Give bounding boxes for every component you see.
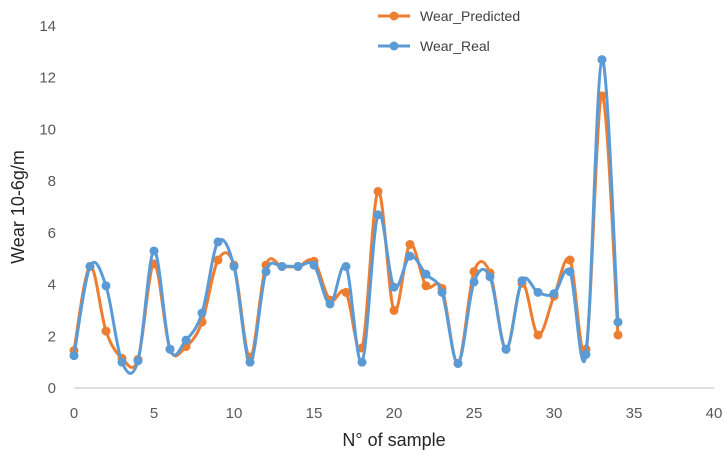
legend-item-predicted: Wear_Predicted <box>378 8 520 24</box>
data-point-wear-real <box>453 358 463 368</box>
y-axis-title: Wear 10-6g/m <box>8 150 28 264</box>
y-tick-label: 4 <box>48 277 56 294</box>
series-line-wear-real <box>72 58 620 375</box>
series-wear-real <box>69 55 623 375</box>
x-axis-title: N° of sample <box>342 430 445 450</box>
data-point-wear-real <box>565 267 575 277</box>
x-tick-label: 35 <box>626 405 643 422</box>
data-point-wear-real <box>197 308 207 318</box>
data-point-wear-real <box>101 281 111 291</box>
legend-marker-real <box>389 41 399 51</box>
data-point-wear-real <box>325 299 335 309</box>
tick-labels: 0 5 10 15 20 25 30 35 40 0 2 4 6 8 10 12 14 <box>39 18 722 422</box>
data-point-wear-real <box>277 261 287 271</box>
data-point-wear-real <box>261 267 271 277</box>
series-line-wear-predicted <box>72 94 620 369</box>
data-point-wear-real <box>597 55 607 65</box>
data-point-wear-predicted <box>389 305 399 315</box>
y-tick-label: 10 <box>39 121 56 138</box>
x-tick-label: 40 <box>706 405 723 422</box>
data-point-wear-predicted <box>533 330 543 340</box>
data-point-wear-real <box>581 349 591 359</box>
series-wear-predicted <box>69 91 623 369</box>
data-point-wear-predicted <box>613 330 623 340</box>
data-point-wear-real <box>229 261 239 271</box>
data-point-wear-real <box>405 251 415 261</box>
x-tick-label: 25 <box>466 405 483 422</box>
data-point-wear-predicted <box>341 287 351 297</box>
data-point-wear-predicted <box>565 255 575 265</box>
data-point-wear-real <box>613 317 623 327</box>
y-tick-label: 2 <box>48 328 56 345</box>
data-point-wear-predicted <box>101 326 111 336</box>
y-tick-label: 0 <box>48 380 56 397</box>
data-point-wear-real <box>421 269 431 279</box>
data-point-wear-real <box>133 356 143 366</box>
data-point-wear-real <box>181 335 191 345</box>
x-tick-label: 5 <box>150 405 158 422</box>
data-point-wear-predicted <box>421 281 431 291</box>
data-point-wear-real <box>165 344 175 354</box>
data-point-wear-real <box>117 357 127 367</box>
data-point-wear-real <box>501 344 511 354</box>
data-point-wear-real <box>389 282 399 292</box>
data-point-wear-real <box>485 272 495 282</box>
data-point-wear-predicted <box>373 186 383 196</box>
legend-marker-predicted <box>389 11 399 21</box>
y-tick-label: 6 <box>48 225 56 242</box>
data-point-wear-real <box>533 287 543 297</box>
data-point-wear-real <box>149 246 159 256</box>
data-point-wear-real <box>357 357 367 367</box>
legend-item-real: Wear_Real <box>378 38 490 54</box>
x-tick-label: 15 <box>306 405 323 422</box>
data-point-wear-real <box>245 357 255 367</box>
series <box>69 55 623 375</box>
data-point-wear-real <box>213 237 223 247</box>
x-tick-label: 0 <box>70 405 78 422</box>
data-point-wear-predicted <box>405 239 415 249</box>
data-point-wear-real <box>341 261 351 271</box>
data-point-wear-real <box>69 351 79 361</box>
data-point-wear-predicted <box>213 255 223 265</box>
data-point-wear-real <box>469 277 479 287</box>
data-point-wear-real <box>85 261 95 271</box>
data-point-wear-real <box>373 210 383 220</box>
x-tick-label: 10 <box>226 405 243 422</box>
data-point-wear-real <box>517 276 527 286</box>
y-tick-label: 14 <box>39 18 56 35</box>
data-point-wear-real <box>549 289 559 299</box>
legend-label-predicted: Wear_Predicted <box>420 8 520 24</box>
y-tick-label: 8 <box>48 173 56 190</box>
legend-label-real: Wear_Real <box>420 38 490 54</box>
x-tick-label: 20 <box>386 405 403 422</box>
y-tick-label: 12 <box>39 70 56 87</box>
data-point-wear-real <box>293 261 303 271</box>
legend: Wear_Predicted Wear_Real <box>378 8 520 54</box>
data-point-wear-real <box>309 260 319 270</box>
data-point-wear-real <box>437 287 447 297</box>
x-tick-label: 30 <box>546 405 563 422</box>
